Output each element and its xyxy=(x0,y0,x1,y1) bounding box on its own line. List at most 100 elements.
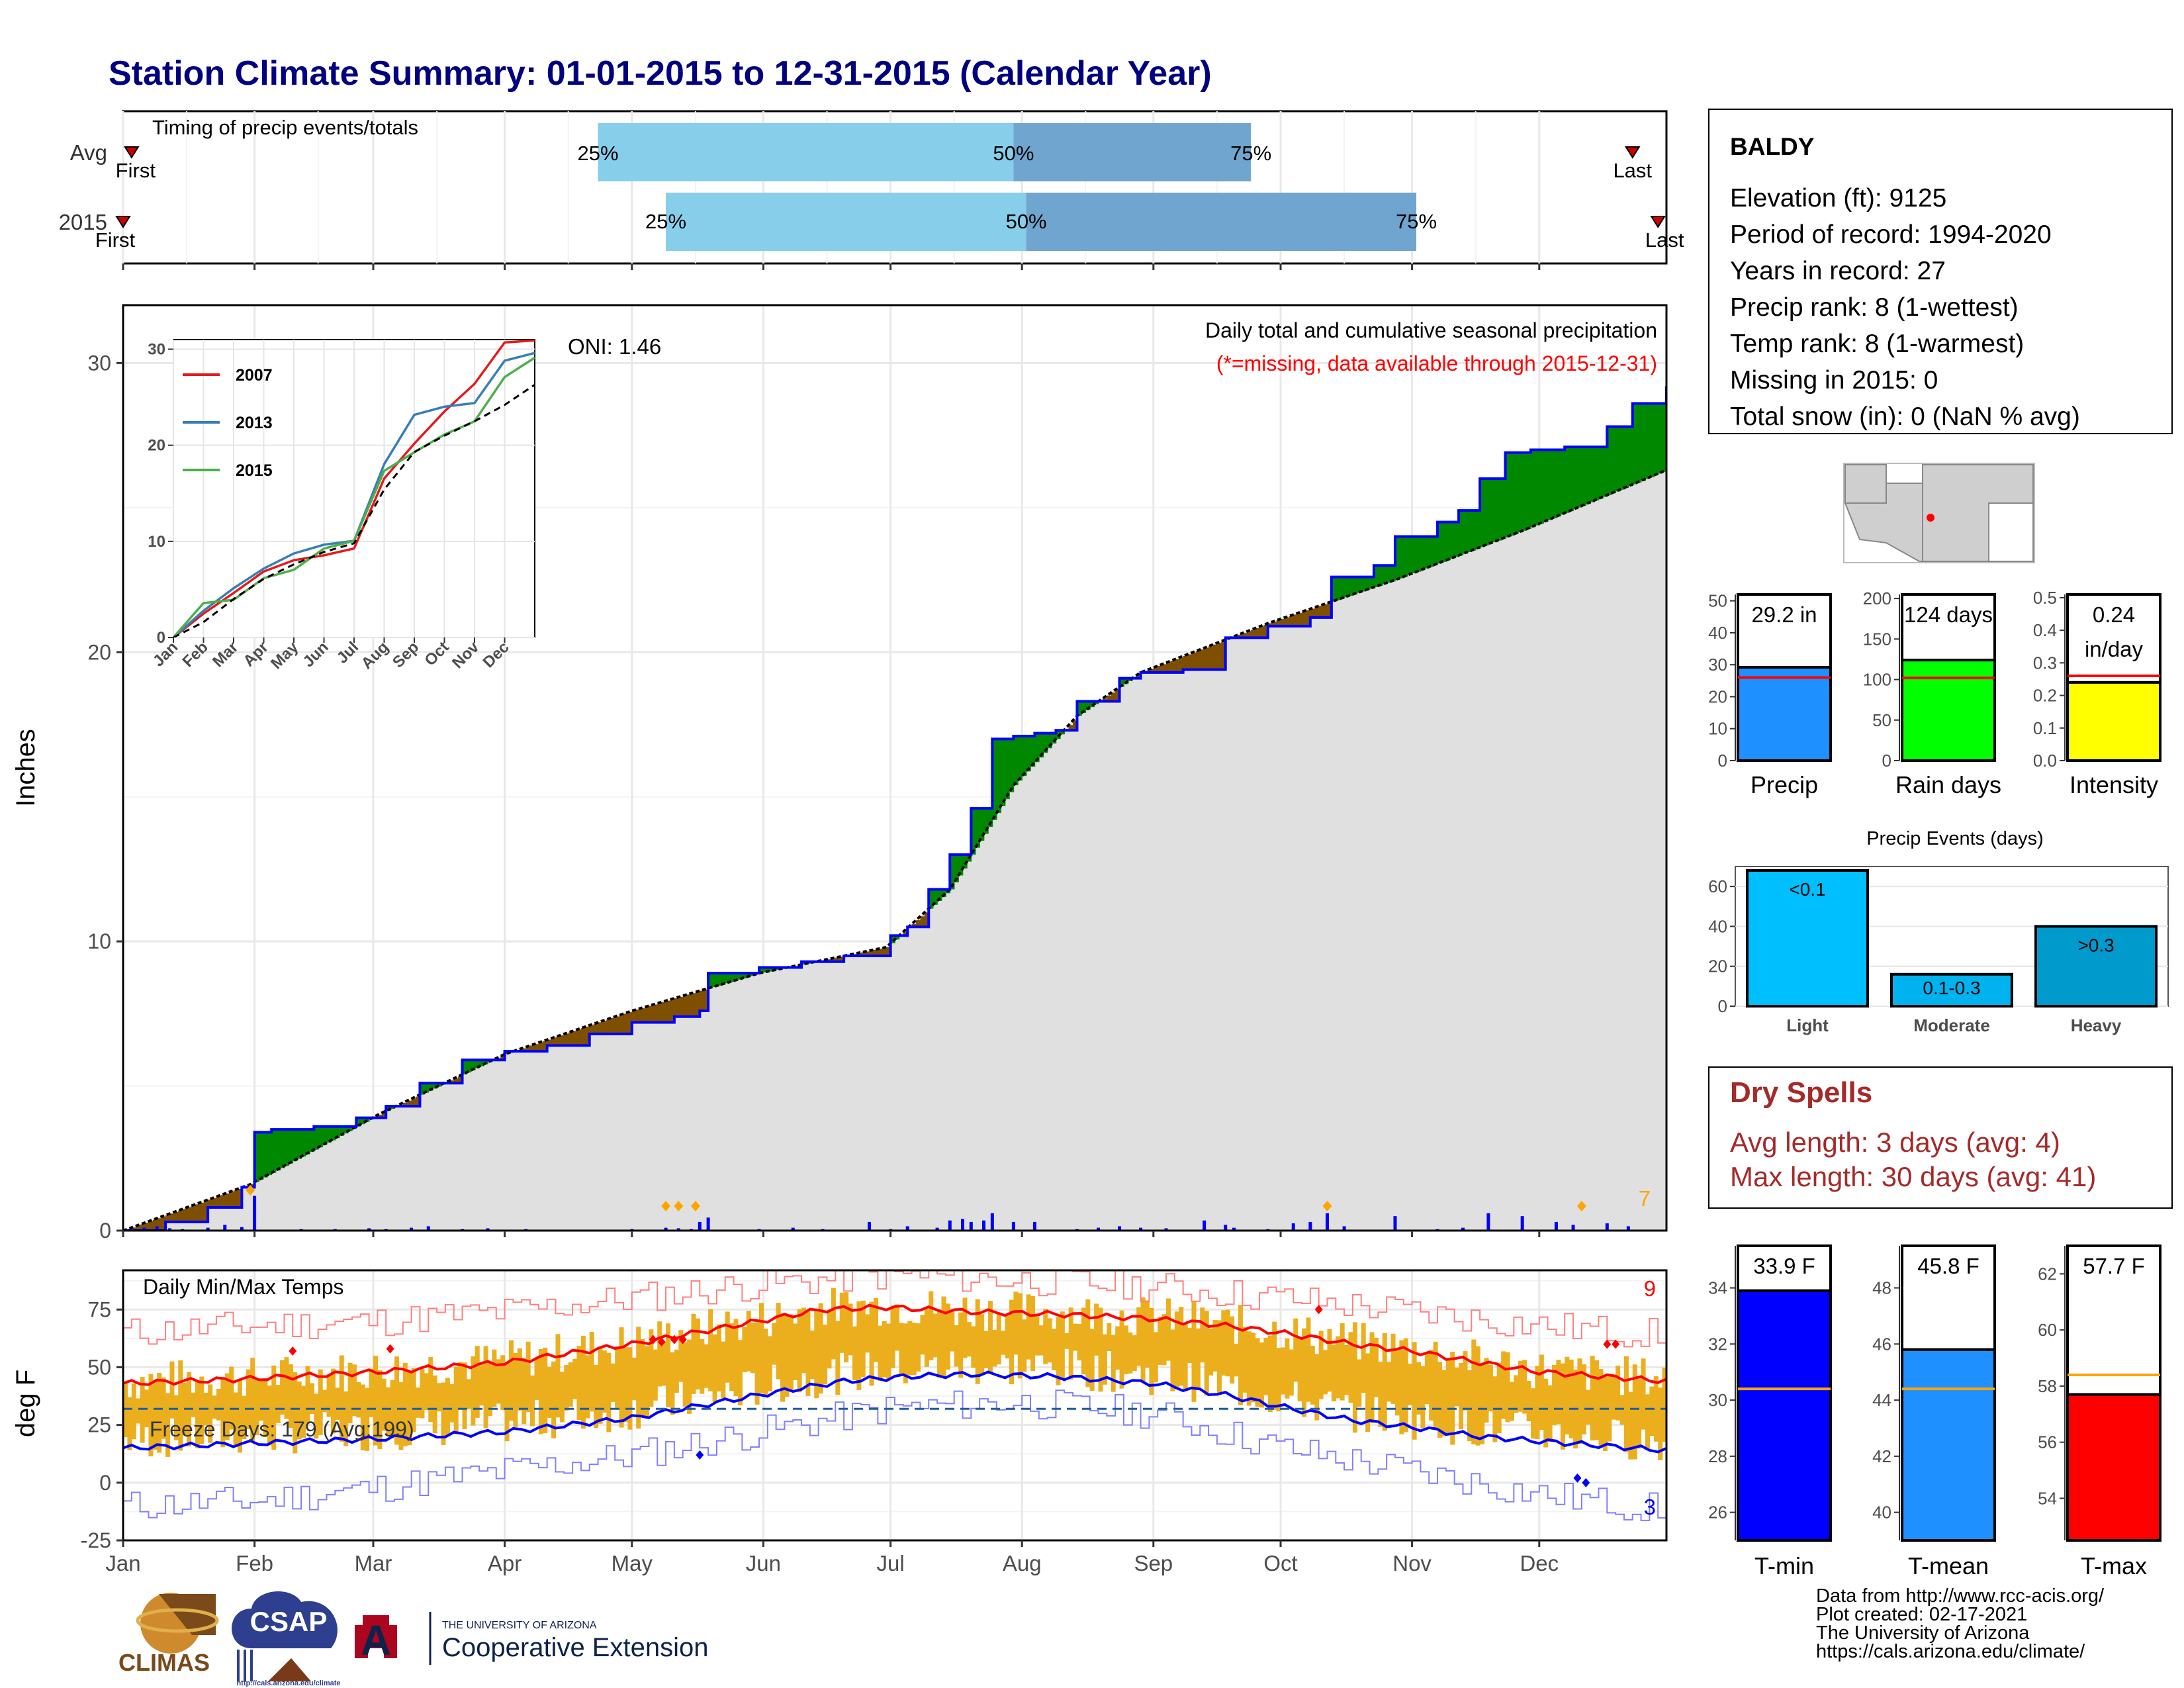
timing-p50-label: 50% xyxy=(993,142,1034,165)
above-avg-fill xyxy=(1623,426,1629,489)
daily-temp-bar xyxy=(971,1326,976,1368)
above-avg-fill xyxy=(284,1129,289,1166)
daily-temp-bar xyxy=(543,1347,548,1434)
record-low-count: 3 xyxy=(1644,1495,1656,1519)
above-avg-fill xyxy=(1387,565,1392,583)
daily-temp-bar xyxy=(1085,1299,1091,1387)
temp-x-tick-label: Jul xyxy=(876,1551,904,1575)
panel-tick-label: 34 xyxy=(1708,1278,1727,1298)
temp-x-tick-label: Apr xyxy=(488,1551,522,1575)
above-avg-fill xyxy=(1645,403,1651,479)
above-avg-fill xyxy=(475,1060,480,1068)
record-low-marker xyxy=(696,1450,704,1460)
daily-temp-bar xyxy=(233,1392,238,1448)
daily-precip-bar xyxy=(1308,1221,1312,1231)
daily-temp-bar xyxy=(191,1392,196,1417)
above-avg-fill xyxy=(729,973,735,982)
below-avg-fill xyxy=(1195,651,1201,670)
daily-temp-bar xyxy=(640,1338,645,1418)
above-avg-fill xyxy=(1543,449,1549,522)
panel-tick-label: 20 xyxy=(1708,686,1727,706)
daily-temp-bar xyxy=(708,1309,713,1391)
daily-temp-bar xyxy=(1144,1300,1150,1368)
record-low-marker xyxy=(1582,1477,1590,1487)
ua-logo-letter: A xyxy=(361,1617,391,1664)
above-avg-fill xyxy=(432,1083,437,1089)
daily-temp-bar xyxy=(987,1301,993,1374)
temp-y-tick-label: 50 xyxy=(87,1355,111,1379)
daily-temp-bar xyxy=(1230,1316,1235,1384)
daily-temp-bar xyxy=(237,1379,242,1453)
below-avg-fill xyxy=(924,912,930,927)
daily-temp-bar xyxy=(1221,1310,1226,1376)
below-avg-fill xyxy=(860,952,866,956)
daily-temp-bar xyxy=(445,1378,450,1435)
below-avg-fill xyxy=(173,1212,179,1222)
below-avg-fill xyxy=(1149,669,1154,673)
above-avg-fill xyxy=(343,1126,349,1134)
daily-temp-bar xyxy=(551,1361,557,1438)
heavy-event-marker xyxy=(246,1185,255,1196)
daily-temp-bar xyxy=(1632,1364,1637,1460)
cumulative-2015-line xyxy=(123,386,1666,1231)
below-avg-fill xyxy=(1293,614,1298,626)
daily-precip-bar xyxy=(253,1196,257,1231)
daily-precip-bar xyxy=(868,1221,872,1231)
daily-precip-bar xyxy=(1626,1226,1630,1231)
timing-first-label: First xyxy=(116,159,156,182)
above-avg-fill xyxy=(1030,735,1036,767)
daily-temp-bar xyxy=(1615,1365,1621,1421)
daily-temp-bar xyxy=(1191,1301,1197,1402)
above-avg-fill xyxy=(1394,536,1400,581)
panel-tick-label: 30 xyxy=(1708,1390,1727,1410)
panel-category-label: T-min xyxy=(1754,1552,1814,1579)
below-avg-fill xyxy=(1297,613,1302,626)
below-avg-fill xyxy=(191,1205,196,1222)
daily-temp-bar xyxy=(1543,1378,1549,1448)
daily-temp-bar xyxy=(695,1318,700,1390)
above-avg-fill xyxy=(1514,452,1519,534)
above-avg-fill xyxy=(1611,426,1616,494)
ua-logo-small-text: THE UNIVERSITY OF ARIZONA xyxy=(442,1620,597,1631)
station-temp-rank: Temp rank: 8 (1-warmest) xyxy=(1730,330,2024,358)
daily-temp-bar xyxy=(848,1303,853,1356)
daily-temp-bar xyxy=(653,1349,658,1401)
daily-temp-bar xyxy=(966,1322,972,1357)
daily-temp-bar xyxy=(1136,1307,1142,1366)
above-avg-fill xyxy=(462,1060,467,1075)
daily-precip-bar xyxy=(791,1227,795,1231)
daily-temp-bar xyxy=(1047,1318,1052,1363)
daily-temp-bar xyxy=(1387,1362,1392,1402)
daily-temp-bar xyxy=(666,1323,671,1407)
daily-temp-bar xyxy=(1628,1391,1633,1460)
below-avg-fill xyxy=(233,1190,238,1208)
daily-precip-bar xyxy=(410,1227,414,1231)
daily-temp-bar xyxy=(657,1321,662,1387)
below-avg-fill xyxy=(522,1048,527,1052)
daily-temp-bar xyxy=(437,1383,442,1412)
station-name: BALDY xyxy=(1730,133,1815,160)
daily-temps-panel: -25 0 25 50 75 Jan Feb Mar Apr May Jun Jul Aug Sep Oc… xyxy=(11,1269,1668,1575)
daily-temp-bar xyxy=(1514,1375,1519,1413)
timing-p75-label: 75% xyxy=(1230,142,1271,165)
inset-legend-label: 2013 xyxy=(236,414,273,432)
above-avg-fill xyxy=(305,1129,310,1154)
daily-temp-bar xyxy=(148,1374,154,1457)
heavy-event-marker xyxy=(674,1201,684,1211)
precip-y-axis-label: Inches xyxy=(11,729,40,807)
panel-tick-label: 50 xyxy=(1708,591,1727,611)
daily-temp-bar xyxy=(1357,1359,1362,1407)
above-avg-fill xyxy=(992,739,997,820)
panel-tick-label: 0.4 xyxy=(2033,620,2057,640)
daily-temp-bar xyxy=(1505,1352,1510,1423)
above-avg-fill xyxy=(742,973,747,978)
daily-temp-bar xyxy=(1530,1388,1535,1439)
daily-temp-bar xyxy=(1390,1333,1396,1404)
below-avg-fill xyxy=(1255,628,1260,638)
above-avg-fill xyxy=(1441,522,1447,562)
daily-temp-bar xyxy=(513,1352,518,1427)
above-avg-fill xyxy=(322,1126,328,1145)
daily-temp-bar xyxy=(1098,1307,1103,1392)
daily-temp-bar xyxy=(1183,1324,1188,1391)
above-avg-fill xyxy=(1586,447,1591,504)
